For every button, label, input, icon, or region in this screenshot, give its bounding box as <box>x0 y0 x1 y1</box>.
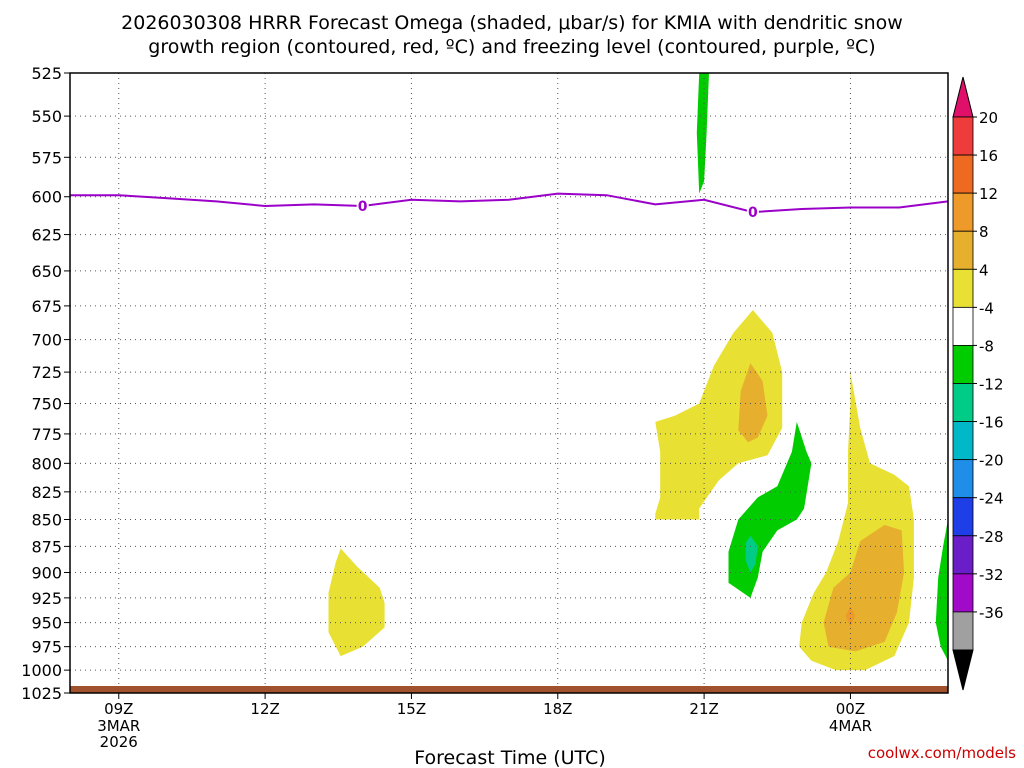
y-tick-label: 825 <box>31 483 62 502</box>
colorbar-label: 20 <box>979 109 998 127</box>
gridlines <box>70 72 948 694</box>
credit-text: coolwx.com/models <box>868 744 1016 762</box>
colorbar-label: -32 <box>979 566 1004 584</box>
plot-frame <box>69 72 949 694</box>
colorbar-top-arrow <box>952 76 974 118</box>
y-tick-label: 550 <box>31 107 62 126</box>
x-tick-label: 21Z <box>689 700 718 718</box>
colorbar-segment <box>952 383 974 422</box>
x-date-label: 3MAR <box>97 717 140 735</box>
omega-region-8 <box>845 605 856 628</box>
y-tick-label: 650 <box>31 262 62 281</box>
freezing-level-label: 0 <box>748 205 758 221</box>
y-tick-label: 675 <box>31 297 62 316</box>
colorbar-label: 8 <box>979 223 989 241</box>
y-tick-label: 1000 <box>21 661 62 680</box>
freezing-level-line <box>70 192 948 214</box>
y-tick-label: 525 <box>31 64 62 83</box>
y-tick-label: 950 <box>31 614 62 633</box>
y-tick-label: 750 <box>31 395 62 414</box>
colorbar-segment <box>952 268 974 308</box>
colorbar-segment <box>952 421 974 461</box>
x-date-label: 4MAR <box>829 717 872 735</box>
colorbar-label: -28 <box>979 528 1004 546</box>
omega-region-9 <box>935 519 948 661</box>
y-tick-label: 1025 <box>21 684 62 703</box>
colorbar-label: -20 <box>979 452 1004 470</box>
colorbar-segment <box>952 573 974 613</box>
freezing-label-bg <box>746 204 759 220</box>
y-tick-label: 625 <box>31 226 62 245</box>
colorbar-label: -36 <box>979 604 1004 622</box>
colorbar-segment <box>952 611 974 651</box>
x-tick-label: 12Z <box>250 700 279 718</box>
y-tick-label: 875 <box>31 537 62 556</box>
y-tick-label: 850 <box>31 511 62 530</box>
colorbar-segment <box>952 459 974 499</box>
x-axis-label: Forecast Time (UTC) <box>414 747 605 768</box>
x-date-label: 2026 <box>100 733 138 751</box>
x-tick-label: 00Z <box>836 700 865 718</box>
y-tick-label: 775 <box>31 425 62 444</box>
colorbar-segment <box>952 116 974 156</box>
omega-region-7 <box>823 524 905 652</box>
y-tick-label: 700 <box>31 331 62 350</box>
colorbar-segment <box>952 345 974 384</box>
colorbar-label: -24 <box>979 490 1004 508</box>
omega-region-2 <box>738 363 768 443</box>
colorbar-label: 4 <box>979 261 989 279</box>
chart-title-line-1: 2026030308 HRRR Forecast Omega (shaded, … <box>121 12 903 34</box>
colorbar-bottom-arrow <box>952 649 974 691</box>
y-tick-label: 575 <box>31 148 62 167</box>
colorbar-segment <box>952 497 974 537</box>
y-tick-label: 600 <box>31 188 62 207</box>
colorbar-label: 12 <box>979 185 998 203</box>
chart-title-line-2: growth region (contoured, red, ºC) and f… <box>148 36 875 58</box>
omega-shaded-regions <box>328 73 948 671</box>
x-tick-label: 09Z <box>104 700 133 718</box>
colorbar-label: 16 <box>979 147 998 165</box>
colorbar-label: -4 <box>979 299 994 317</box>
omega-region-3 <box>696 73 709 194</box>
omega-region-0 <box>328 548 385 657</box>
colorbar-label: -8 <box>979 337 994 355</box>
y-tick-label: 900 <box>31 563 62 582</box>
ground-terrain-band <box>70 686 948 693</box>
y-tick-label: 975 <box>31 638 62 657</box>
colorbar: 20 16 12 8 4 -4 -8 -12 -16 -20 -24 -28 -32 -36 <box>952 76 1004 691</box>
plot-background <box>70 73 948 693</box>
freezing-label-bg <box>356 197 369 213</box>
y-tick-label: 725 <box>31 363 62 382</box>
colorbar-segment <box>952 306 974 346</box>
freezing-level-label: 0 <box>358 199 368 215</box>
y-tick-label: 800 <box>31 454 62 473</box>
omega-region-1 <box>655 310 783 520</box>
y-tick-label: 925 <box>31 589 62 608</box>
x-tick-label: 15Z <box>397 700 426 718</box>
omega-region-5 <box>745 535 758 573</box>
colorbar-label: -12 <box>979 376 1004 394</box>
x-tick-label: 18Z <box>543 700 572 718</box>
colorbar-segment <box>952 535 974 575</box>
colorbar-label: -16 <box>979 414 1004 432</box>
colorbar-segment <box>952 154 974 194</box>
colorbar-segment <box>952 192 974 232</box>
y-axis-ticks: 525 550 575 600 625 650 675 700 725 750 775 800 825 8… <box>21 64 70 703</box>
colorbar-segment <box>952 230 974 270</box>
